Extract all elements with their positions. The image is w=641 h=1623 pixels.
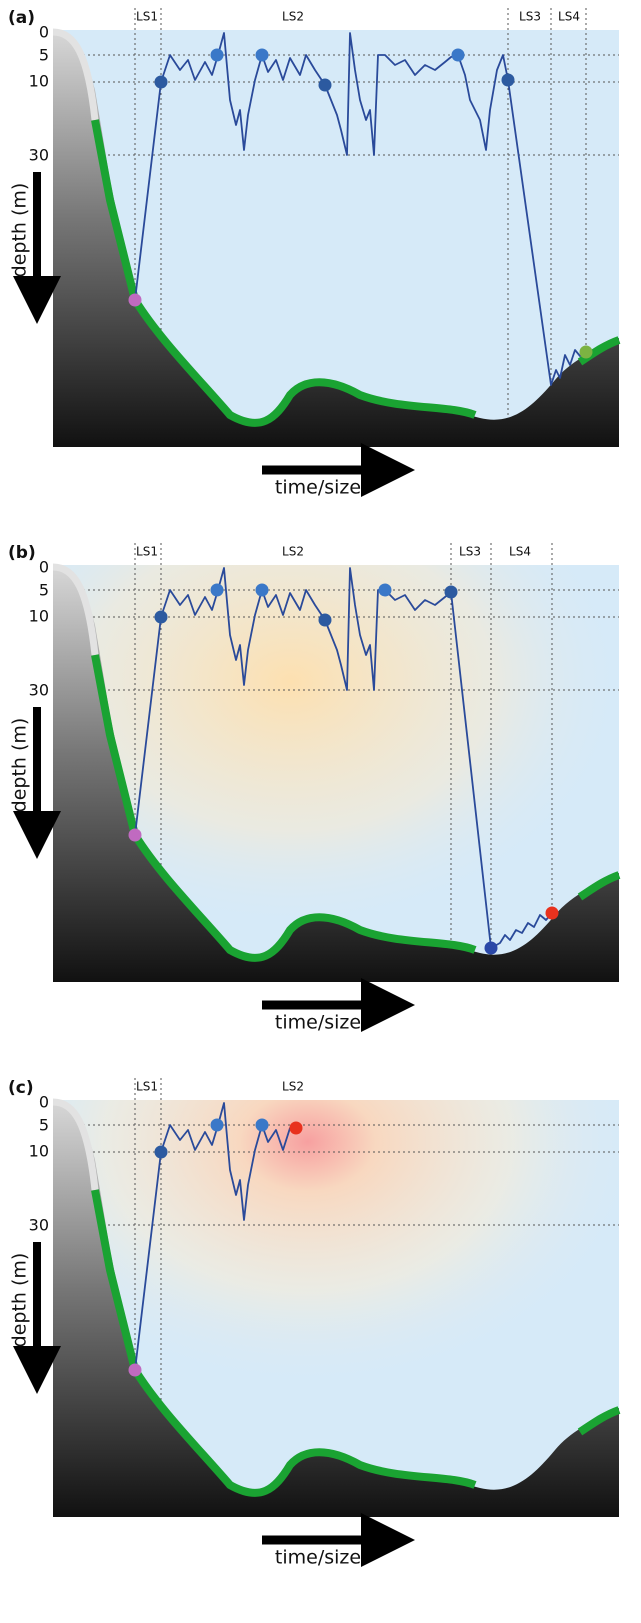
seabed <box>53 565 619 982</box>
panel-label: (b) <box>8 543 36 563</box>
phase-label: LS2 <box>282 1080 304 1094</box>
fish-track <box>134 32 587 386</box>
y-axis-label: depth (m) <box>9 718 31 813</box>
habitat-band <box>577 1406 621 1436</box>
life-stage-point <box>154 1145 168 1159</box>
phase-label: LS4 <box>509 545 531 559</box>
depth-tick-label: 10 <box>29 1142 49 1161</box>
depth-tick-label: 10 <box>29 72 49 91</box>
depth-tick-label: 30 <box>29 1216 49 1235</box>
life-stage-point <box>210 48 224 62</box>
phase-label: LS2 <box>282 10 304 24</box>
y-axis-label: depth (m) <box>9 183 31 278</box>
life-stage-point <box>128 828 142 842</box>
shore <box>52 563 99 656</box>
life-stage-point <box>255 1118 269 1132</box>
depth-tick-label: 0 <box>39 1093 49 1112</box>
fish-track <box>134 567 553 949</box>
depth-tick-label: 5 <box>39 1116 49 1135</box>
panel-label: (a) <box>8 8 35 28</box>
life-stage-point <box>451 48 465 62</box>
depth-tick-label: 5 <box>39 581 49 600</box>
depth-tick-label: 30 <box>29 146 49 165</box>
life-stage-point <box>579 345 593 359</box>
life-stage-point <box>255 48 269 62</box>
depth-tick-label: 0 <box>39 23 49 42</box>
life-stage-point <box>128 1363 142 1377</box>
life-stage-point <box>318 78 332 92</box>
life-stage-point <box>484 941 498 955</box>
life-stage-point <box>318 613 332 627</box>
life-stage-point <box>289 1121 303 1135</box>
life-stage-point <box>210 1118 224 1132</box>
life-stage-point <box>444 585 458 599</box>
habitat-band <box>577 871 621 901</box>
seabed <box>53 1100 619 1517</box>
panel: (b) LS1 LS2 LS3 LS4 0 5 10 30 depth (m) time/size <box>8 543 621 1034</box>
shore <box>52 28 99 121</box>
x-axis-label: time/size <box>275 1547 361 1569</box>
shore <box>52 1098 99 1191</box>
phase-label: LS3 <box>519 10 541 24</box>
phase-label: LS2 <box>282 545 304 559</box>
phase-label: LS1 <box>136 10 158 24</box>
phase-label: LS1 <box>136 1080 158 1094</box>
habitat-band <box>91 1189 477 1497</box>
phase-label: LS4 <box>558 10 580 24</box>
habitat-band <box>577 336 621 366</box>
life-stage-point <box>154 610 168 624</box>
panel-label: (c) <box>8 1078 34 1098</box>
habitat-band <box>91 119 477 427</box>
depth-tick-label: 30 <box>29 681 49 700</box>
depth-tick-label: 0 <box>39 558 49 577</box>
fish-track <box>134 1102 296 1371</box>
life-stage-point <box>210 583 224 597</box>
seabed <box>53 30 619 447</box>
phase-label: LS3 <box>459 545 481 559</box>
life-stage-point <box>545 906 559 920</box>
x-axis-label: time/size <box>275 477 361 499</box>
x-axis-label: time/size <box>275 1012 361 1034</box>
life-stage-point <box>255 583 269 597</box>
y-axis-label: depth (m) <box>9 1253 31 1348</box>
life-stage-point <box>501 73 515 87</box>
habitat-band <box>91 654 477 962</box>
life-stage-point <box>378 583 392 597</box>
life-stage-point <box>128 293 142 307</box>
life-stage-point <box>154 75 168 89</box>
depth-tick-label: 5 <box>39 46 49 65</box>
depth-tick-label: 10 <box>29 607 49 626</box>
phase-label: LS1 <box>136 545 158 559</box>
panel: (c) LS1 LS2 0 5 10 30 depth (m) time/size <box>8 1078 621 1569</box>
panel: (a) LS1 LS2 LS3 LS4 0 5 10 30 depth (m) time/size <box>8 8 621 499</box>
